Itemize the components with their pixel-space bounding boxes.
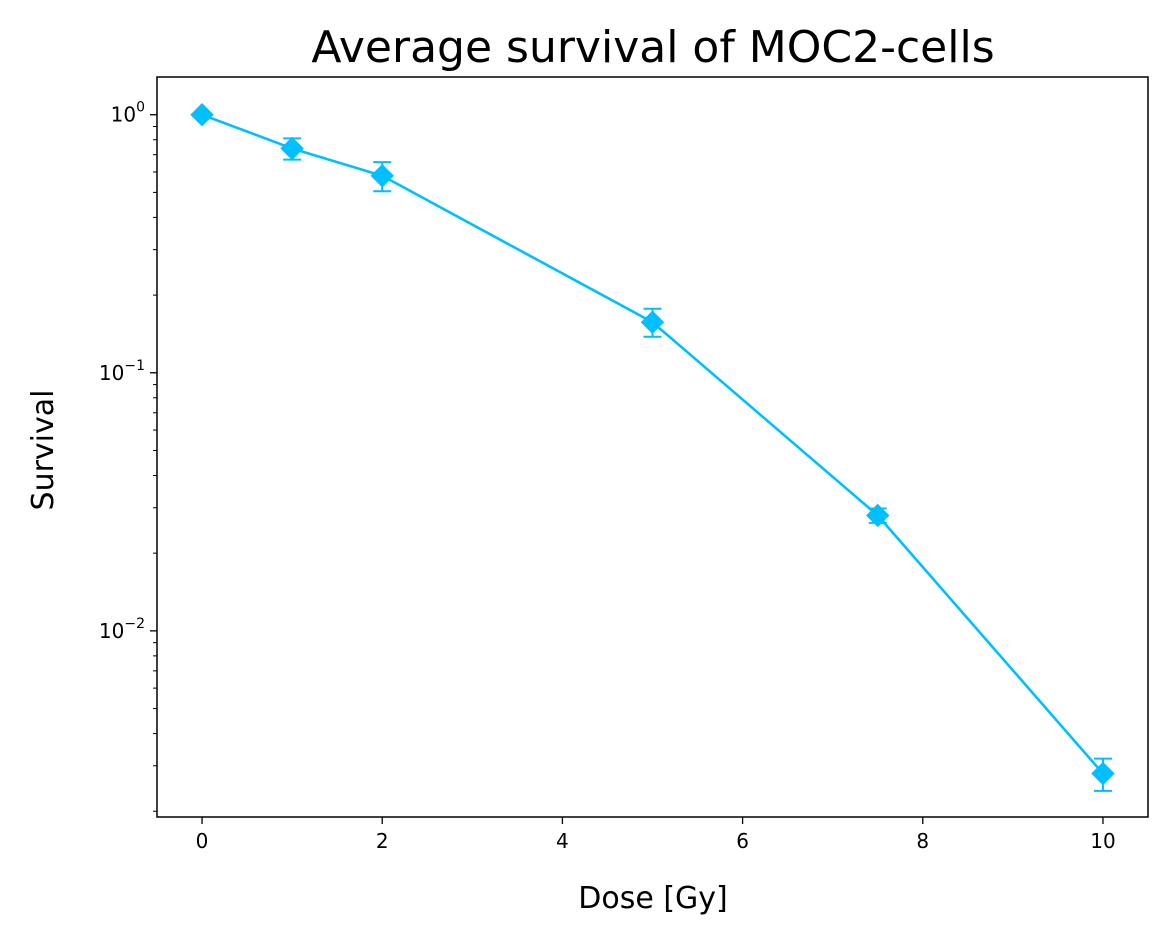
x-tick-label: 8 <box>916 829 929 853</box>
data-point-marker <box>370 164 394 188</box>
x-tick-label: 0 <box>196 829 209 853</box>
plot-area <box>156 76 1149 818</box>
x-tick-label: 4 <box>556 829 569 853</box>
chart-title: Average survival of MOC2-cells <box>311 22 994 73</box>
y-tick-label: 10−1 <box>99 358 145 385</box>
data-point-marker <box>866 503 890 528</box>
series-layer <box>190 103 1115 792</box>
x-tick-label: 6 <box>736 829 749 853</box>
data-point-marker <box>1091 761 1115 786</box>
x-tick-label: 10 <box>1090 829 1115 853</box>
y-axis: 100 10−1 10−2 <box>99 100 157 812</box>
y-axis-label: Survival <box>26 390 61 511</box>
series-line <box>201 113 1104 775</box>
x-tick-label: 2 <box>376 829 389 853</box>
data-point-marker <box>640 310 665 334</box>
data-point-marker <box>280 136 304 161</box>
y-tick-label: 10−2 <box>99 616 145 643</box>
x-axis-label: Dose [Gy] <box>578 881 728 916</box>
data-point-marker <box>190 103 214 127</box>
y-tick-label: 100 <box>111 100 145 127</box>
x-axis: 0 2 4 6 8 10 <box>196 817 1116 853</box>
